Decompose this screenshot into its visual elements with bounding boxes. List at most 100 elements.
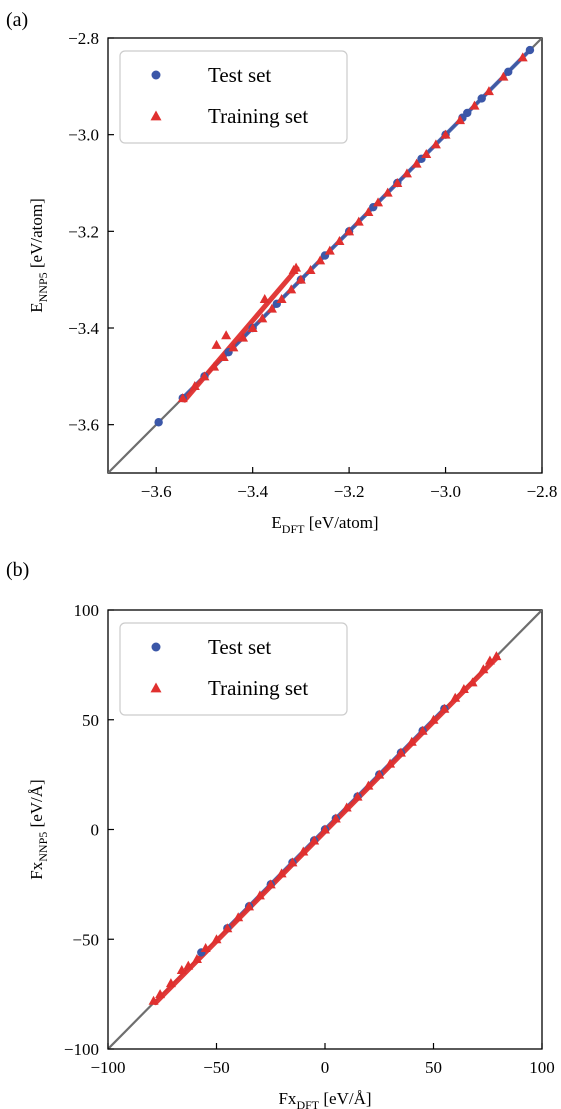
y-tick-label: 0 (91, 821, 100, 840)
training-point (265, 879, 276, 889)
test-point (504, 67, 513, 77)
x-tick-label: −100 (90, 1058, 125, 1077)
training-point (483, 86, 494, 96)
training-point (439, 703, 450, 713)
training-point (458, 684, 469, 694)
training-point (467, 677, 478, 687)
training-point (428, 714, 439, 724)
training-point (148, 995, 159, 1005)
training-point (165, 978, 176, 988)
training-point (287, 857, 298, 867)
legend-test-marker (151, 642, 161, 652)
plot-area (108, 610, 542, 1049)
training-point (320, 824, 330, 834)
training-point (417, 725, 428, 735)
panel-b: (b) −100 −50 0 50 100 −100 −50 0 50 100 FxDFT [eV/Å… (6, 559, 555, 1109)
training-point (330, 813, 341, 823)
x-tick-label: −3.6 (141, 482, 172, 501)
training-point (298, 846, 309, 856)
y-tick-label: −3.6 (68, 416, 99, 435)
plot-frame (107, 37, 543, 474)
training-point (395, 747, 406, 757)
training-point (211, 339, 222, 349)
x-tick-label: −2.8 (527, 482, 558, 501)
training-band (182, 266, 300, 403)
y-axis-label: ENNP5 [eV/atom] (27, 198, 50, 313)
training-point (222, 923, 233, 933)
training-point (450, 692, 461, 702)
training-point (266, 303, 277, 313)
y-tick-label: −50 (72, 930, 99, 949)
training-point (382, 187, 393, 197)
legend-training-label: Training set (208, 676, 308, 700)
training-point (238, 332, 249, 342)
test-point (525, 45, 535, 55)
training-point (295, 274, 306, 284)
training-point (218, 352, 229, 361)
training-point (440, 129, 451, 139)
x-axis-label: FxDFT [eV/Å] (278, 1089, 371, 1109)
training-point (401, 168, 412, 178)
legend-test-label: Test set (208, 635, 271, 659)
training-point (324, 245, 335, 255)
x-tick-label: −3.4 (237, 482, 268, 501)
training-point (221, 330, 232, 340)
training-point (498, 71, 509, 81)
legend-training-label: Training set (208, 104, 308, 128)
x-tick-label: 50 (425, 1058, 442, 1077)
training-point (276, 868, 287, 878)
training-point (406, 736, 417, 746)
training-point (209, 361, 220, 371)
training-point (484, 655, 495, 665)
panel-label: (b) (6, 559, 29, 581)
training-point (177, 393, 188, 403)
legend-box (119, 622, 348, 716)
legend-box (119, 50, 348, 144)
training-point (385, 758, 396, 768)
training-point (491, 651, 502, 661)
training-point (430, 139, 441, 149)
x-tick-label: −50 (203, 1058, 230, 1077)
training-point (341, 802, 352, 812)
y-tick-label: 100 (74, 601, 100, 620)
training-point (183, 960, 194, 970)
training-point (211, 934, 222, 944)
legend: Test set Training set (119, 50, 348, 144)
training-point (353, 216, 364, 226)
training-point (392, 178, 403, 187)
training-point (228, 342, 239, 352)
legend: Test set Training set (119, 622, 348, 716)
plot-area (108, 38, 542, 473)
legend-test-label: Test set (208, 63, 271, 87)
y-tick-label: −3.0 (68, 126, 99, 145)
x-tick-label: −3.0 (430, 482, 461, 501)
training-point (244, 901, 255, 911)
training-point (363, 780, 374, 790)
training-point (155, 989, 166, 999)
training-point (254, 890, 265, 900)
y-tick-label: −3.2 (68, 222, 99, 241)
training-point (176, 964, 187, 974)
training-point (286, 284, 297, 294)
y-axis-label: FxNNP5 [eV/Å] (27, 779, 50, 879)
x-tick-label: −3.2 (334, 482, 365, 501)
y-tick-label: −3.4 (68, 319, 99, 338)
training-point (478, 664, 489, 674)
training-point (334, 236, 345, 245)
legend-training-marker (150, 110, 162, 121)
y-tick-label: −100 (64, 1040, 99, 1059)
training-point (233, 912, 244, 922)
training-point (517, 52, 528, 62)
training-point (189, 381, 200, 390)
training-point (200, 943, 211, 953)
legend-training-marker (150, 682, 162, 693)
training-point (315, 255, 326, 265)
training-point (373, 197, 384, 207)
training-point (259, 294, 270, 303)
training-point (247, 323, 258, 332)
training-point (191, 954, 202, 964)
panel-a: (a) −3.6 −3.4 −3.2 −3.0 −2.8 −3.6 −3.4 −3.2 −3.0 −… (6, 9, 558, 536)
training-point (352, 791, 363, 801)
y-tick-label: −2.8 (68, 29, 99, 48)
